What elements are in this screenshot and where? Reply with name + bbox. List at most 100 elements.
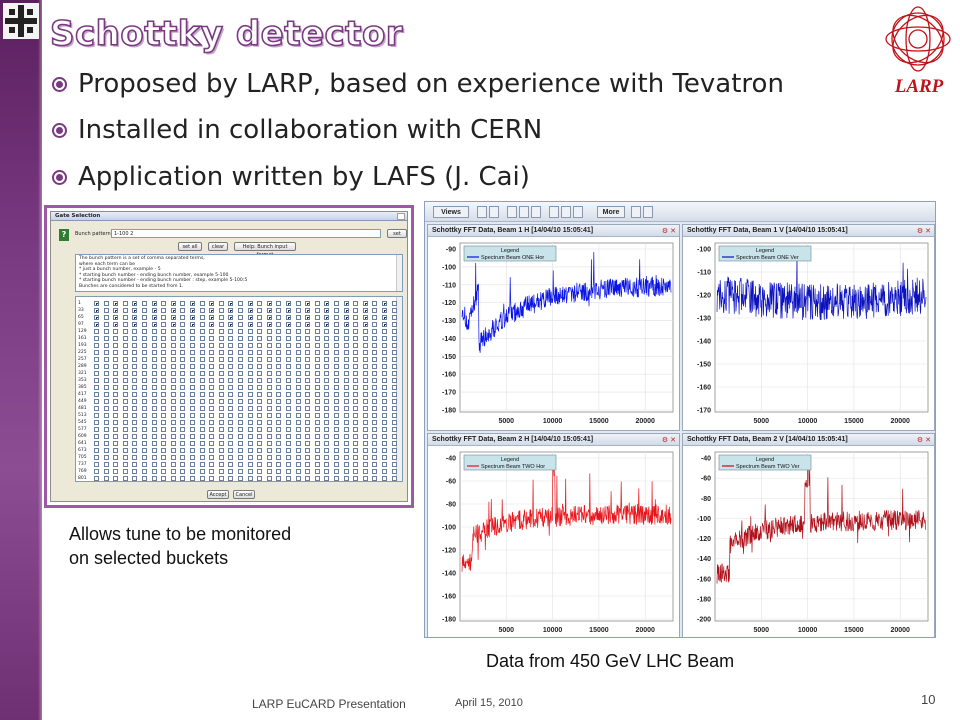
bunch-checkbox[interactable] — [238, 364, 243, 369]
bunch-checkbox[interactable] — [180, 448, 186, 453]
bunch-checkbox[interactable] — [305, 455, 311, 460]
bunch-checkbox[interactable] — [314, 441, 320, 446]
bunch-checkbox[interactable] — [142, 392, 147, 397]
bunch-checkbox[interactable] — [113, 322, 119, 327]
bunch-checkbox[interactable] — [190, 476, 195, 481]
bunch-checkbox[interactable] — [324, 385, 330, 390]
bunch-checkbox[interactable] — [343, 357, 349, 362]
bunch-checkbox[interactable] — [276, 413, 282, 418]
bunch-checkbox[interactable] — [190, 308, 195, 313]
bunch-checkbox[interactable] — [218, 406, 224, 411]
bunch-checkbox[interactable] — [343, 420, 349, 425]
toolbar-icon[interactable] — [561, 206, 571, 218]
bunch-checkbox[interactable] — [161, 399, 167, 404]
bunch-checkbox[interactable] — [257, 434, 263, 439]
panel-controls-icon[interactable]: ⚙ ✕ — [916, 437, 931, 444]
bunch-checkbox[interactable] — [218, 462, 224, 467]
bunch-checkbox[interactable] — [276, 427, 282, 432]
toolbar-icon[interactable] — [573, 206, 583, 218]
bunch-checkbox[interactable] — [286, 399, 291, 404]
bunch-checkbox[interactable] — [228, 364, 234, 369]
bunch-checkbox[interactable] — [228, 413, 234, 418]
bunch-checkbox[interactable] — [343, 476, 349, 481]
bunch-checkbox[interactable] — [362, 420, 368, 425]
bunch-checkbox[interactable] — [190, 399, 195, 404]
bunch-checkbox[interactable] — [295, 441, 301, 446]
bunch-checkbox[interactable] — [218, 385, 224, 390]
bunch-checkbox[interactable] — [238, 357, 243, 362]
bunch-checkbox[interactable] — [94, 308, 99, 313]
bunch-checkbox[interactable] — [170, 329, 176, 334]
bunch-checkbox[interactable] — [238, 336, 243, 341]
bunch-checkbox[interactable] — [324, 315, 330, 320]
bunch-checkbox[interactable] — [314, 448, 320, 453]
bunch-checkbox[interactable] — [209, 336, 215, 341]
bunch-checkbox[interactable] — [238, 378, 243, 383]
bunch-checkbox[interactable] — [94, 385, 99, 390]
bunch-checkbox[interactable] — [353, 343, 359, 348]
bunch-checkbox[interactable] — [151, 350, 157, 355]
bunch-checkbox[interactable] — [113, 413, 119, 418]
panel-controls-icon[interactable]: ⚙ ✕ — [916, 228, 931, 235]
bunch-checkbox[interactable] — [190, 385, 195, 390]
bunch-checkbox[interactable] — [391, 385, 397, 390]
bunch-checkbox[interactable] — [228, 392, 234, 397]
bunch-checkbox[interactable] — [276, 308, 282, 313]
bunch-checkbox[interactable] — [180, 441, 186, 446]
bunch-checkbox[interactable] — [382, 336, 387, 341]
bunch-checkbox[interactable] — [170, 364, 176, 369]
bunch-checkbox[interactable] — [180, 308, 186, 313]
bunch-checkbox[interactable] — [372, 336, 378, 341]
bunch-checkbox[interactable] — [334, 448, 339, 453]
bunch-checkbox[interactable] — [276, 322, 282, 327]
bunch-checkbox[interactable] — [238, 476, 243, 481]
bunch-checkbox[interactable] — [218, 301, 224, 306]
bunch-checkbox[interactable] — [382, 420, 387, 425]
bunch-checkbox[interactable] — [295, 350, 301, 355]
bunch-checkbox[interactable] — [142, 357, 147, 362]
bunch-checkbox[interactable] — [94, 455, 99, 460]
bunch-checkbox[interactable] — [170, 476, 176, 481]
bunch-checkbox[interactable] — [305, 406, 311, 411]
bunch-checkbox[interactable] — [113, 378, 119, 383]
bunch-checkbox[interactable] — [151, 357, 157, 362]
bunch-checkbox[interactable] — [382, 399, 387, 404]
bunch-checkbox[interactable] — [257, 357, 263, 362]
bunch-checkbox[interactable] — [122, 434, 128, 439]
bunch-checkbox[interactable] — [314, 399, 320, 404]
layout-icon[interactable] — [507, 206, 517, 218]
bunch-checkbox[interactable] — [103, 308, 109, 313]
bunch-checkbox[interactable] — [362, 371, 368, 376]
bunch-checkbox[interactable] — [343, 301, 349, 306]
bunch-checkbox[interactable] — [180, 469, 186, 474]
bunch-checkbox[interactable] — [305, 301, 311, 306]
bunch-checkbox[interactable] — [142, 448, 147, 453]
bunch-checkbox[interactable] — [122, 455, 128, 460]
bunch-checkbox[interactable] — [142, 427, 147, 432]
bunch-checkbox[interactable] — [199, 399, 205, 404]
bunch-checkbox[interactable] — [362, 301, 368, 306]
bunch-checkbox[interactable] — [209, 329, 215, 334]
bunch-checkbox[interactable] — [343, 399, 349, 404]
bunch-checkbox[interactable] — [305, 448, 311, 453]
bunch-checkbox[interactable] — [295, 378, 301, 383]
bunch-checkbox[interactable] — [276, 462, 282, 467]
bunch-checkbox[interactable] — [276, 434, 282, 439]
bunch-checkbox[interactable] — [276, 476, 282, 481]
bunch-checkbox[interactable] — [151, 455, 157, 460]
bunch-checkbox[interactable] — [161, 462, 167, 467]
bunch-checkbox[interactable] — [286, 462, 291, 467]
bunch-checkbox[interactable] — [362, 350, 368, 355]
bunch-checkbox[interactable] — [113, 308, 119, 313]
bunch-checkbox[interactable] — [295, 406, 301, 411]
bunch-checkbox[interactable] — [161, 413, 167, 418]
bunch-checkbox[interactable] — [142, 476, 147, 481]
bunch-checkbox[interactable] — [190, 315, 195, 320]
bunch-checkbox[interactable] — [276, 357, 282, 362]
bunch-checkbox[interactable] — [180, 315, 186, 320]
bunch-checkbox[interactable] — [343, 462, 349, 467]
bunch-checkbox[interactable] — [113, 392, 119, 397]
bunch-checkbox[interactable] — [295, 385, 301, 390]
bunch-checkbox[interactable] — [266, 378, 272, 383]
bunch-checkbox[interactable] — [190, 364, 195, 369]
